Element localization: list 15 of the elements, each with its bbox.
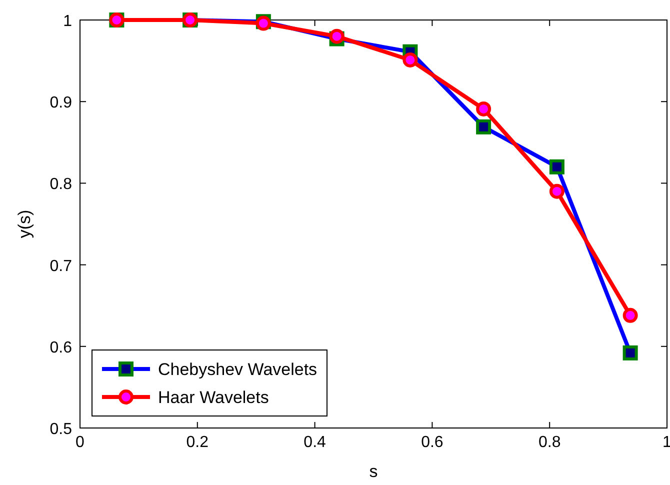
x-tick-label: 0.4 bbox=[304, 434, 326, 451]
x-tick-label: 0.8 bbox=[538, 434, 561, 451]
y-axis-title: y(s) bbox=[15, 210, 34, 238]
y-tick-label: 0.6 bbox=[50, 339, 72, 356]
x-tick-label: 0.6 bbox=[421, 434, 444, 451]
x-axis-title: s bbox=[369, 462, 378, 481]
y-tick-label: 1 bbox=[63, 13, 72, 30]
legend-label: Haar Wavelets bbox=[158, 388, 269, 407]
y-tick-label: 0.9 bbox=[50, 94, 72, 112]
y-tick-label: 0.5 bbox=[50, 421, 72, 438]
y-tick-label: 0.7 bbox=[50, 258, 72, 275]
legend-label: Chebyshev Wavelets bbox=[158, 360, 318, 379]
y-tick-label: 0.8 bbox=[50, 176, 72, 194]
x-tick-label: 0.2 bbox=[186, 434, 209, 451]
x-tick-label: 0 bbox=[76, 434, 85, 451]
